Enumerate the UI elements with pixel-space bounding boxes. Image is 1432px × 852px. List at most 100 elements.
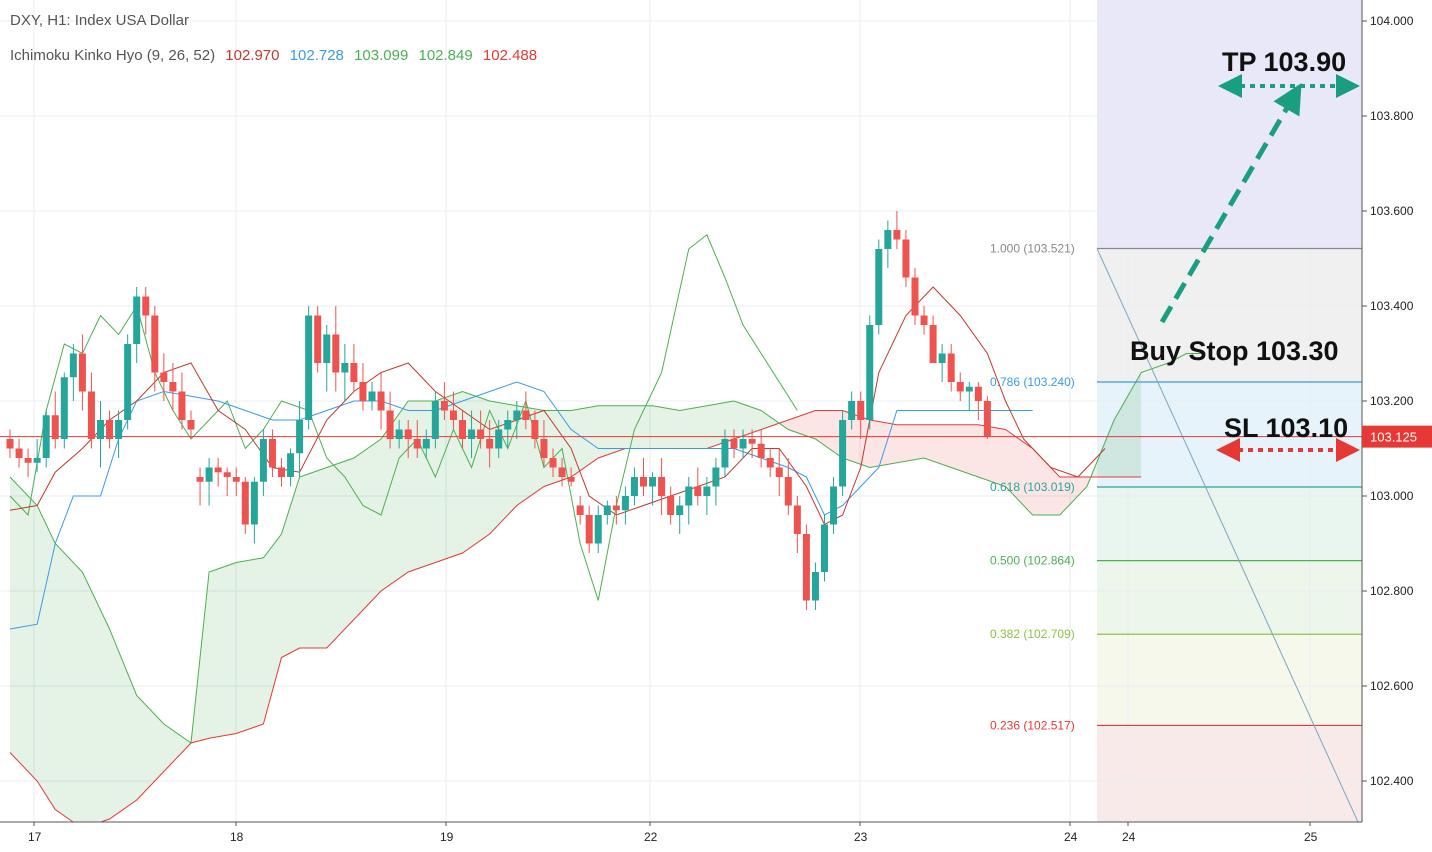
candle-body — [549, 458, 557, 468]
current-price-badge — [1362, 425, 1432, 448]
candle-body — [51, 415, 59, 439]
candle-body — [721, 439, 729, 468]
price-tick-label: 102.600 — [1370, 679, 1414, 693]
tp-direction-arrow — [1159, 83, 1302, 324]
fib-zone-4 — [1097, 634, 1362, 726]
candle-body — [839, 420, 847, 487]
time-axis[interactable]: 17 18 19 22 23 24 24 25 — [0, 821, 1432, 847]
candle-body — [676, 505, 684, 515]
candle-body — [187, 420, 195, 430]
tp-label: TP 103.90 — [1222, 47, 1346, 77]
indicator-value-chikou: 103.099 — [354, 47, 409, 64]
fib-level-label: 0.500 (102.864) — [990, 554, 1075, 568]
candle-body — [784, 477, 792, 506]
time-tick-label: 22 — [644, 830, 658, 844]
candle-body — [712, 467, 720, 487]
candle-body — [730, 439, 738, 449]
price-tick-label: 103.600 — [1370, 204, 1414, 218]
candle-body — [169, 382, 177, 392]
price-tick-label: 102.800 — [1370, 584, 1414, 598]
candle-body — [739, 439, 747, 449]
candle-body — [929, 325, 937, 363]
candle-body — [69, 353, 77, 378]
candle-body — [504, 420, 512, 430]
candle-body — [477, 429, 485, 439]
candle-body — [78, 353, 86, 392]
fib-level-label: 0.382 (102.709) — [990, 627, 1075, 641]
candle-body — [332, 334, 340, 373]
time-tick-label: 24 — [1064, 830, 1078, 844]
candle-body — [196, 477, 204, 482]
fib-zone-1 — [1097, 382, 1362, 487]
price-tick-label: 103.800 — [1370, 109, 1414, 123]
candle-body — [522, 410, 530, 420]
candle-body — [97, 420, 104, 439]
ichimoku-lines — [9, 233, 1205, 830]
candle-body — [87, 391, 95, 439]
fib-trend-line — [1096, 248, 1359, 823]
candle-body — [214, 467, 222, 473]
candle-body — [323, 334, 331, 363]
candle-body — [811, 572, 819, 601]
candle-body — [33, 458, 41, 463]
senkou-span-b-line — [9, 410, 1142, 830]
candle-body — [694, 486, 702, 496]
candle-body — [667, 496, 675, 515]
tenkan-sen-line — [9, 286, 1106, 526]
candle-body — [893, 230, 901, 240]
senkou-span-a-line — [9, 353, 1205, 744]
candle-body — [468, 429, 476, 439]
candle-body — [866, 325, 874, 420]
candle-body — [404, 429, 412, 439]
candle-body — [703, 486, 711, 496]
candle-body — [305, 315, 313, 420]
candle-body — [793, 505, 801, 534]
fib-level-label: 0.786 (103.240) — [990, 375, 1075, 389]
time-tick-label: 25 — [1304, 830, 1318, 844]
candle-body — [902, 239, 910, 278]
candle-body — [757, 443, 765, 458]
fib-zone-above — [1097, 0, 1362, 249]
ichimoku-cloud — [10, 372, 1141, 829]
candle-body — [775, 467, 783, 477]
cloud-segment — [10, 391, 781, 829]
candle-body — [920, 315, 928, 325]
indicator-value-tenkan: 102.970 — [225, 47, 280, 64]
candle-body — [160, 372, 168, 382]
candle-body — [413, 439, 421, 449]
indicator-value-span-b: 102.488 — [482, 47, 538, 64]
indicator-value-span-a: 102.849 — [418, 47, 473, 64]
candle-body — [250, 481, 258, 525]
symbol-title: DXY, H1: Index USA Dollar — [10, 12, 189, 29]
indicator-legend[interactable]: Ichimoku Kinko Hyo (9, 26, 52) 102.970 1… — [10, 47, 543, 64]
kijun-sen-line — [9, 381, 1033, 630]
price-axis[interactable]: 104.000 103.800 103.600 103.400 103.200 103.0… — [1361, 0, 1432, 847]
price-tick-label: 104.000 — [1370, 14, 1414, 28]
candle-body — [983, 401, 991, 437]
candle-body — [621, 496, 629, 511]
candles — [6, 211, 991, 610]
candle-body — [802, 534, 810, 601]
candle-body — [350, 363, 358, 382]
fib-zone-2 — [1097, 486, 1362, 561]
candle-body — [440, 401, 448, 411]
price-axis-bg — [1362, 0, 1432, 847]
fib-zone-3 — [1097, 560, 1362, 635]
candle-body — [60, 377, 68, 439]
candle-body — [15, 448, 23, 458]
candle-body — [449, 410, 457, 420]
candle-body — [142, 296, 150, 316]
candle-body — [875, 249, 883, 325]
price-tick-label: 102.400 — [1370, 774, 1414, 788]
candle-body — [259, 439, 267, 482]
candle-body — [612, 505, 620, 511]
candle-body — [368, 391, 376, 401]
candle-body — [232, 477, 240, 482]
candle-body — [513, 410, 521, 420]
candle-body — [395, 429, 403, 439]
candle-body — [603, 505, 611, 515]
price-tick-label: 103.400 — [1370, 299, 1414, 313]
candle-body — [766, 458, 774, 468]
candle-body — [278, 467, 285, 477]
